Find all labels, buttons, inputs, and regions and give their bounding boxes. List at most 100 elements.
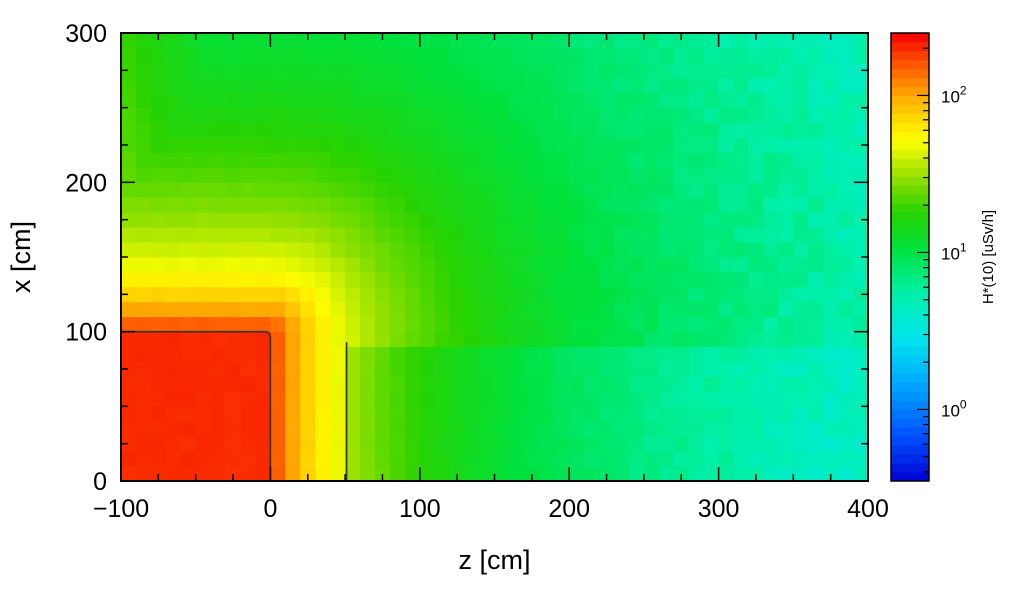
heatmap-cell: [793, 406, 809, 422]
heatmap-cell: [330, 182, 346, 198]
heatmap-cell: [180, 271, 197, 288]
heatmap-cell: [374, 227, 391, 243]
heatmap-cell: [614, 466, 630, 482]
heatmap-cell: [270, 152, 286, 168]
heatmap-cell: [315, 376, 331, 392]
heatmap-cell: [688, 466, 705, 482]
heatmap-cell: [404, 436, 421, 452]
heatmap-cell: [703, 331, 719, 347]
heatmap-cell: [748, 182, 764, 198]
heatmap-cell: [270, 391, 286, 407]
heatmap-cell: [165, 257, 182, 273]
heatmap-cell: [150, 361, 167, 377]
heatmap-cell: [315, 62, 331, 79]
heatmap-cell: [270, 33, 286, 49]
heatmap-cell: [509, 466, 525, 482]
heatmap-cell: [464, 406, 480, 422]
heatmap-cell: [718, 122, 734, 138]
heatmap-cell: [763, 92, 779, 109]
heatmap-cell: [479, 436, 495, 452]
heatmap-cell: [658, 316, 675, 333]
heatmap-cell: [225, 212, 241, 228]
heatmap-cell: [121, 242, 137, 258]
heatmap-cell: [330, 406, 346, 422]
heatmap-cell: [733, 33, 749, 49]
heatmap-cell: [628, 137, 645, 153]
heatmap-cell: [419, 107, 436, 123]
heatmap-cell: [135, 137, 152, 153]
heatmap-cell: [165, 33, 182, 49]
heatmap-cell: [330, 466, 346, 482]
heatmap-cell: [135, 152, 152, 168]
heatmap-cell: [121, 301, 137, 318]
heatmap-cell: [614, 227, 630, 243]
heatmap-cell: [165, 376, 182, 392]
heatmap-cell: [599, 92, 615, 109]
heatmap-cell: [703, 167, 719, 183]
heatmap-cell: [838, 421, 854, 437]
heatmap-cell: [703, 271, 719, 288]
heatmap-cell: [554, 107, 570, 123]
heatmap-cell: [718, 137, 734, 153]
heatmap-cell: [763, 466, 779, 482]
heatmap-cell: [479, 182, 495, 198]
heatmap-cell: [150, 271, 167, 288]
heatmap-cell: [150, 301, 167, 318]
heatmap-cell: [539, 62, 555, 79]
heatmap-cell: [643, 466, 660, 482]
heatmap-cell: [210, 271, 226, 288]
heatmap-cell: [135, 182, 152, 198]
heatmap-cell: [748, 212, 764, 228]
heatmap-cell: [270, 286, 286, 303]
colorbar-band: [891, 391, 929, 401]
colorbar-frame: [890, 32, 930, 482]
heatmap-cell: [165, 242, 182, 258]
heatmap-cell: [718, 406, 734, 422]
heatmap-cell: [225, 286, 241, 303]
heatmap-cell: [195, 33, 212, 49]
heatmap-cell: [628, 167, 645, 183]
heatmap-cell: [479, 331, 495, 347]
heatmap-cell: [374, 316, 391, 333]
heatmap-cell: [718, 167, 734, 183]
heatmap-cell: [360, 77, 376, 94]
heatmap-cell: [389, 436, 406, 452]
heatmap-cell: [225, 271, 241, 288]
colorbar-band: [891, 203, 929, 213]
heatmap-cell: [808, 346, 824, 362]
heatmap-cell: [703, 421, 719, 437]
heatmap-cell: [389, 227, 406, 243]
heatmap-cell: [419, 137, 436, 153]
heatmap-cell: [449, 346, 466, 362]
heatmap-cell: [853, 391, 869, 407]
heatmap-cell: [225, 137, 241, 153]
heatmap-cell: [823, 466, 839, 482]
heatmap-cell: [688, 436, 705, 452]
heatmap-cell: [748, 451, 764, 467]
heatmap-cell: [569, 286, 585, 303]
heatmap-cell: [121, 451, 137, 467]
heatmap-cell: [628, 242, 645, 258]
heatmap-cell: [225, 242, 241, 258]
heatmap-cell: [524, 182, 540, 198]
heatmap-cell: [315, 331, 331, 347]
heatmap-cell: [315, 391, 331, 407]
heatmap-cell: [404, 391, 421, 407]
heatmap-cell: [180, 92, 197, 109]
heatmap-cell: [643, 346, 660, 362]
heatmap-cell: [389, 92, 406, 109]
heatmap-cell: [285, 271, 301, 288]
heatmap-cell: [121, 212, 137, 228]
heatmap-cell: [599, 47, 615, 64]
heatmap-cell: [389, 346, 406, 362]
heatmap-cell: [255, 391, 271, 407]
heatmap-cell: [345, 436, 361, 452]
heatmap-cell: [599, 331, 615, 347]
heatmap-cell: [539, 271, 555, 288]
heatmap-cell: [614, 271, 630, 288]
heatmap-cell: [688, 167, 705, 183]
heatmap-cell: [599, 242, 615, 258]
heatmap-cell: [464, 33, 480, 49]
heatmap-cell: [614, 62, 630, 79]
heatmap-cell: [823, 92, 839, 109]
